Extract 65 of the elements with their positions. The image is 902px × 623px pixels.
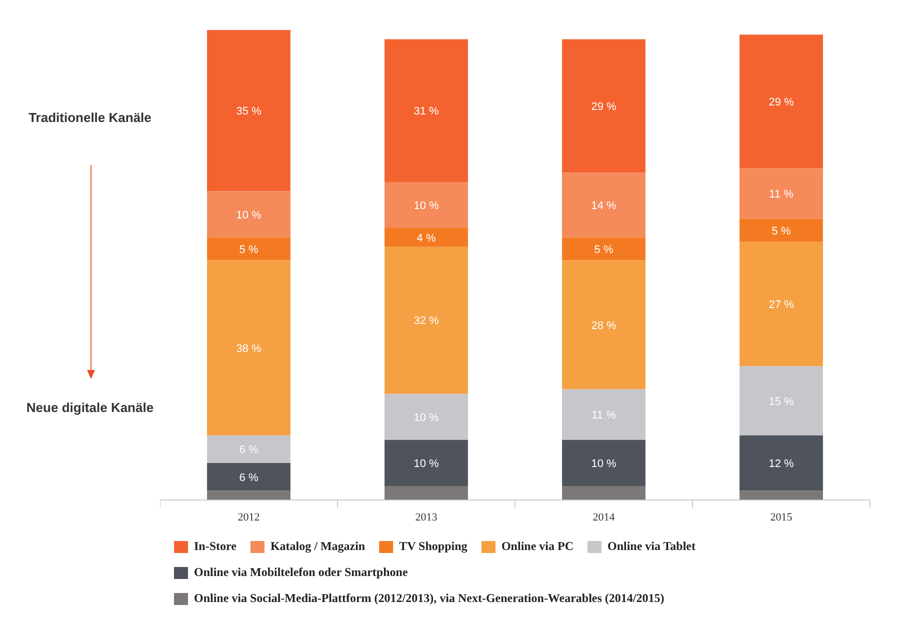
text: Traditionelle Kanäle: [28, 110, 152, 125]
data-label: 35 %: [236, 106, 262, 118]
data-label: 38 %: [236, 342, 262, 355]
bar: [207, 260, 290, 436]
legend-label: Katalog / Magazin: [270, 539, 366, 554]
data-label: 5 %: [772, 225, 791, 238]
bar: [384, 394, 468, 440]
bar: [207, 30, 290, 192]
x-tick-label: 2013: [415, 511, 438, 524]
data-label: 28 %: [591, 320, 616, 332]
bar: [740, 242, 823, 366]
data-label: 5 %: [594, 244, 614, 256]
data-label: 29 %: [768, 96, 794, 108]
bar: [562, 172, 646, 238]
legend-label: Online via PC: [501, 539, 574, 554]
data-label: 27 %: [768, 299, 794, 312]
legend-label: In-Store: [194, 539, 238, 554]
data-label: 6 %: [239, 472, 258, 484]
bar: [384, 182, 468, 228]
data-label: 10 %: [236, 209, 262, 222]
bar: [384, 228, 468, 246]
bar: [207, 490, 290, 500]
bar: [562, 260, 646, 390]
data-label: 5 %: [239, 244, 258, 256]
data-label: 11 %: [592, 410, 616, 422]
bar: [740, 490, 823, 500]
data-label: 15 %: [768, 396, 794, 408]
x-tick-label: 2012: [238, 511, 260, 524]
data-label: 29 %: [591, 101, 616, 114]
bar: [562, 486, 646, 500]
bar: [740, 435, 823, 491]
bar: [740, 366, 823, 436]
legend-label: Online via Mobiltelefon oder Smartphone: [194, 565, 408, 580]
bar: [562, 440, 646, 486]
bar: [384, 440, 468, 486]
data-label: 6 %: [239, 444, 258, 456]
data-label: 10 %: [414, 458, 439, 470]
bar: [562, 237, 646, 260]
data-label: 11 %: [769, 188, 794, 201]
bar: [740, 34, 823, 168]
bar: [740, 218, 823, 242]
bar: [562, 39, 646, 173]
legend-label: Online via Social-Media-Plattform (2012/2013), via Next-Generation-Wearables (2014/2015): [194, 591, 664, 606]
data-label: 10 %: [414, 412, 439, 424]
bar: [384, 246, 468, 394]
text: Neue digitale Kanäle: [25, 400, 155, 415]
data-label: 4 %: [416, 232, 436, 244]
bar: [207, 237, 290, 260]
x-tick-label: 2015: [770, 511, 793, 524]
bar: [207, 462, 290, 491]
data-label: 14 %: [591, 200, 616, 212]
data-label: 10 %: [591, 458, 616, 470]
data-label: 32 %: [414, 315, 439, 328]
bar: [562, 389, 646, 440]
data-label: 31 %: [414, 106, 439, 118]
bar: [740, 168, 823, 219]
bar: [207, 435, 290, 463]
legend-label: Online via Tablet: [607, 539, 696, 554]
bar: [384, 486, 468, 500]
legend-label: TV Shopping: [399, 539, 468, 554]
bar: [384, 39, 468, 182]
x-tick-label: 2014: [592, 511, 616, 524]
bar: [207, 191, 290, 238]
data-label: 10 %: [414, 200, 439, 212]
data-label: 12 %: [768, 458, 794, 470]
